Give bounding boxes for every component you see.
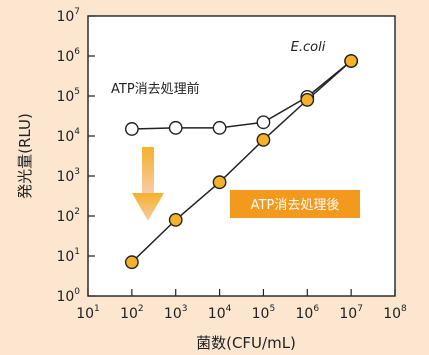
x-tick-label: 108 [383,304,407,322]
y-tick-label: 102 [56,207,80,225]
x-tick-label: 106 [296,304,320,322]
series-before-label: ATP消去処理前 [111,81,200,97]
y-tick-label: 103 [56,167,80,185]
x-axis-title: 菌数(CFU/mL) [196,334,296,352]
series-after-label: ATP消去処理後 [251,198,340,213]
y-tick-label: 106 [56,47,80,65]
data-point-before [124,122,139,136]
y-tick-label: 105 [56,87,80,105]
y-tick-label: 107 [56,7,80,25]
series-line-before [131,60,352,130]
y-axis-title: 発光量(RLU) [16,113,34,199]
plot-area [87,15,396,297]
data-point-after [256,132,271,147]
x-tick-label: 107 [339,304,363,322]
data-point-before [256,115,271,130]
y-tick-label: 104 [56,127,80,145]
x-axis-tick-labels: 101 102 103 104 105 106 107 108 [76,304,407,322]
data-point-before [168,120,183,135]
series-layer [124,54,359,270]
down-arrow [132,147,164,221]
organism-label: E.coli [291,40,326,55]
x-tick-label: 105 [252,304,276,322]
y-tick-label: 101 [56,247,80,265]
data-point-after [300,92,315,107]
series-after-badge: ATP消去処理後 [230,190,360,218]
data-point-after [168,212,183,227]
data-point-before [212,120,227,135]
y-axis-ticks [88,15,95,297]
data-point-after [212,175,227,190]
series-line-after [131,60,352,263]
data-point-after [344,54,359,68]
x-tick-label: 101 [76,304,100,322]
y-tick-label: 100 [56,287,80,305]
series-after-badge-box [230,190,360,218]
data-point-after [124,255,139,270]
x-tick-label: 102 [120,304,144,322]
x-tick-label: 104 [208,304,232,322]
y-axis-tick-labels: 100 101 102 103 104 105 106 107 [56,7,80,305]
x-axis-ticks [87,289,396,296]
x-tick-label: 103 [164,304,188,322]
